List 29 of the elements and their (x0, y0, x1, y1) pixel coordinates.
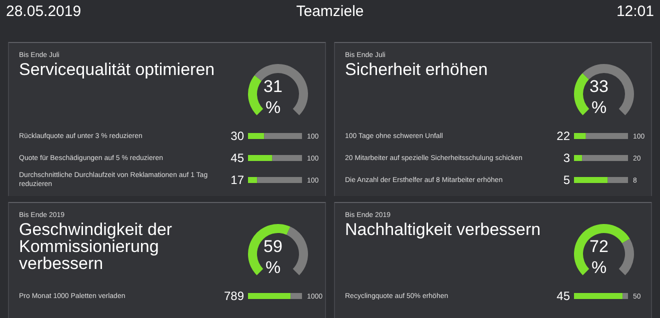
bar (272, 155, 302, 161)
chart-title: Nachhaltigkeit verbessern (345, 220, 542, 239)
text: 33 (588, 77, 610, 97)
bar (248, 177, 258, 183)
text: 28.05.2019 (6, 3, 82, 20)
text: Sicherheit erhöhen (345, 60, 489, 79)
annotation: % (264, 258, 282, 278)
text: Teamziele (296, 3, 364, 20)
text: 72 (588, 237, 610, 257)
data-label: 5 (563, 173, 570, 187)
data-label: 30 (230, 129, 244, 143)
data-label: 789 (224, 289, 244, 303)
text: Geschwindigkeit der Kommissionierung verbessern (19, 220, 174, 273)
chart-title: Servicequalität optimieren (19, 60, 216, 79)
data-label: 17 (230, 173, 244, 187)
data-label: 45 (230, 151, 244, 165)
text: 31 (262, 77, 284, 97)
text: % (264, 98, 282, 118)
annotation: % (590, 258, 608, 278)
data-label: 22 (556, 129, 570, 143)
bar (248, 155, 272, 161)
data-label: 45 (556, 289, 570, 303)
bar (264, 133, 302, 139)
bar (257, 177, 302, 183)
text: 59 (262, 237, 284, 257)
annotation: % (590, 98, 608, 118)
text: 12:01 (616, 3, 654, 20)
bar (248, 133, 264, 139)
data-label: 3 (563, 151, 570, 165)
